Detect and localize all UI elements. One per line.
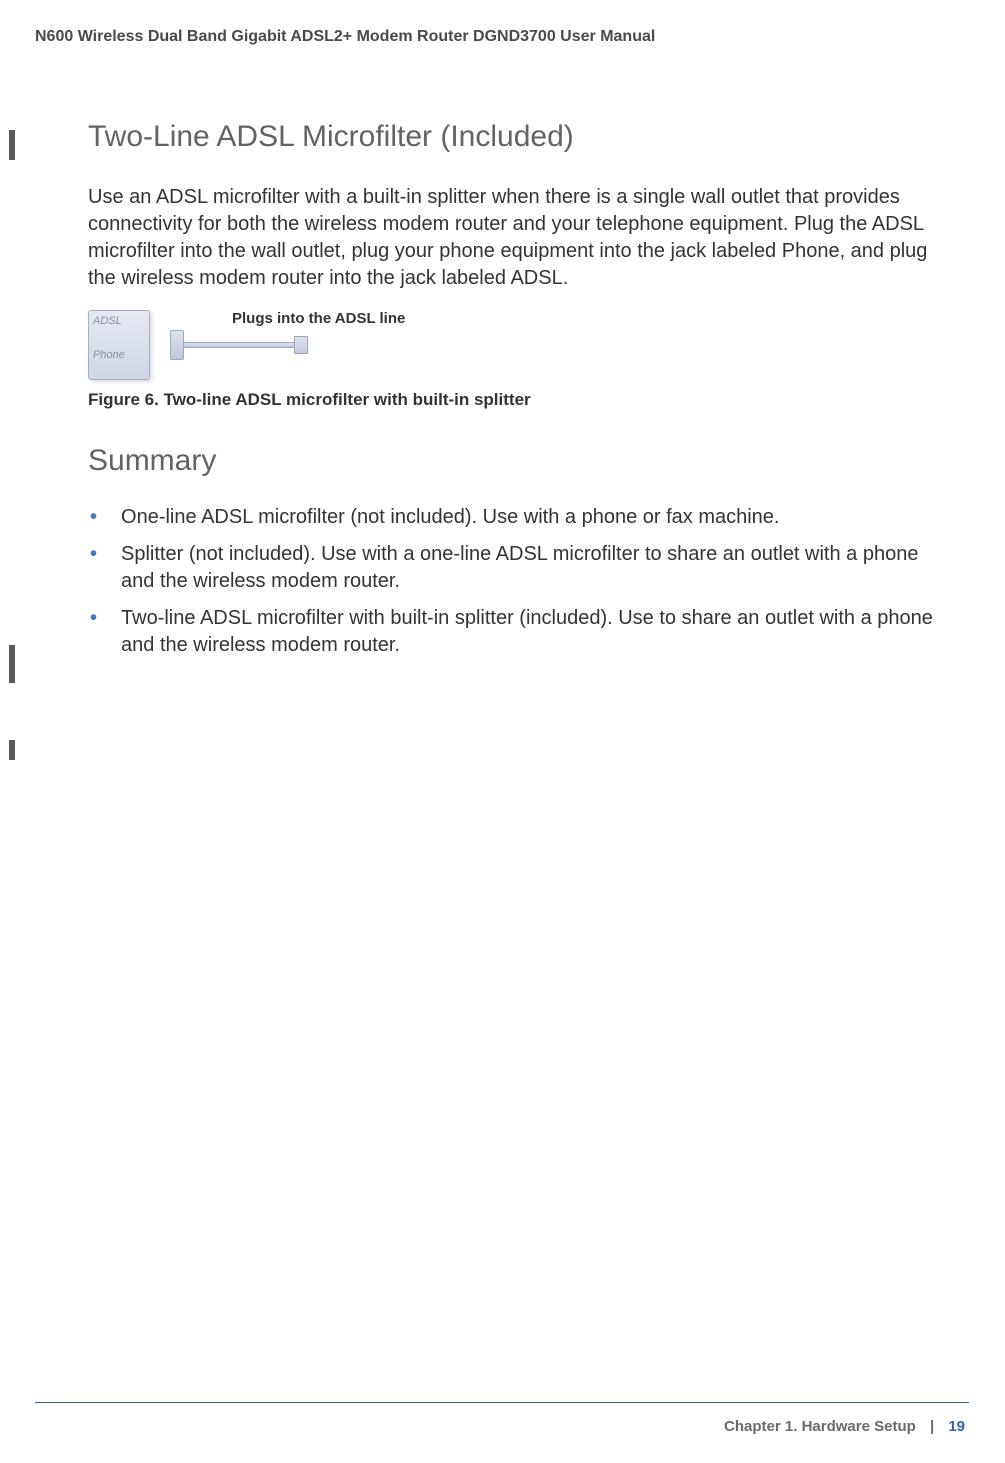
section1-paragraph: Use an ADSL microfilter with a built-in … bbox=[88, 184, 938, 292]
cable-line-icon bbox=[184, 342, 294, 348]
list-item: • Two-line ADSL microfilter with built-i… bbox=[88, 605, 938, 659]
bullet-icon: • bbox=[90, 605, 97, 659]
figure-graphic: ADSL Phone bbox=[88, 310, 938, 380]
cable-icon bbox=[170, 330, 308, 360]
bullet-icon: • bbox=[90, 504, 97, 531]
section-heading-summary: Summary bbox=[88, 444, 938, 478]
cable-plug-icon bbox=[294, 336, 308, 354]
footer-chapter: Chapter 1. Hardware Setup bbox=[724, 1418, 916, 1435]
cable-junction-icon bbox=[170, 330, 184, 360]
bullet-text: Two-line ADSL microfilter with built-in … bbox=[121, 605, 938, 659]
footer-separator: | bbox=[930, 1418, 934, 1435]
footer-page-number: 19 bbox=[948, 1418, 965, 1435]
change-bar bbox=[9, 740, 15, 760]
list-item: • Splitter (not included). Use with a on… bbox=[88, 541, 938, 595]
list-item: • One-line ADSL microfilter (not include… bbox=[88, 504, 938, 531]
figure-6: Plugs into the ADSL line ADSL Phone bbox=[88, 310, 938, 390]
microfilter-device-icon: ADSL Phone bbox=[88, 310, 150, 380]
change-bar bbox=[9, 645, 15, 683]
device-label-phone: Phone bbox=[93, 349, 145, 361]
summary-list: • One-line ADSL microfilter (not include… bbox=[88, 504, 938, 659]
figure-annotation: Plugs into the ADSL line bbox=[232, 310, 405, 327]
device-label-adsl: ADSL bbox=[93, 315, 145, 327]
section-heading-two-line: Two-Line ADSL Microfilter (Included) bbox=[88, 120, 938, 154]
bullet-icon: • bbox=[90, 541, 97, 595]
change-bar bbox=[9, 130, 15, 160]
bullet-text: One-line ADSL microfilter (not included)… bbox=[121, 504, 938, 531]
page-content: Two-Line ADSL Microfilter (Included) Use… bbox=[88, 120, 938, 669]
page-header: N600 Wireless Dual Band Gigabit ADSL2+ M… bbox=[35, 28, 655, 46]
footer-divider bbox=[35, 1402, 969, 1403]
page-footer: Chapter 1. Hardware Setup | 19 bbox=[724, 1418, 965, 1435]
figure-caption: Figure 6. Two-line ADSL microfilter with… bbox=[88, 390, 938, 410]
bullet-text: Splitter (not included). Use with a one-… bbox=[121, 541, 938, 595]
